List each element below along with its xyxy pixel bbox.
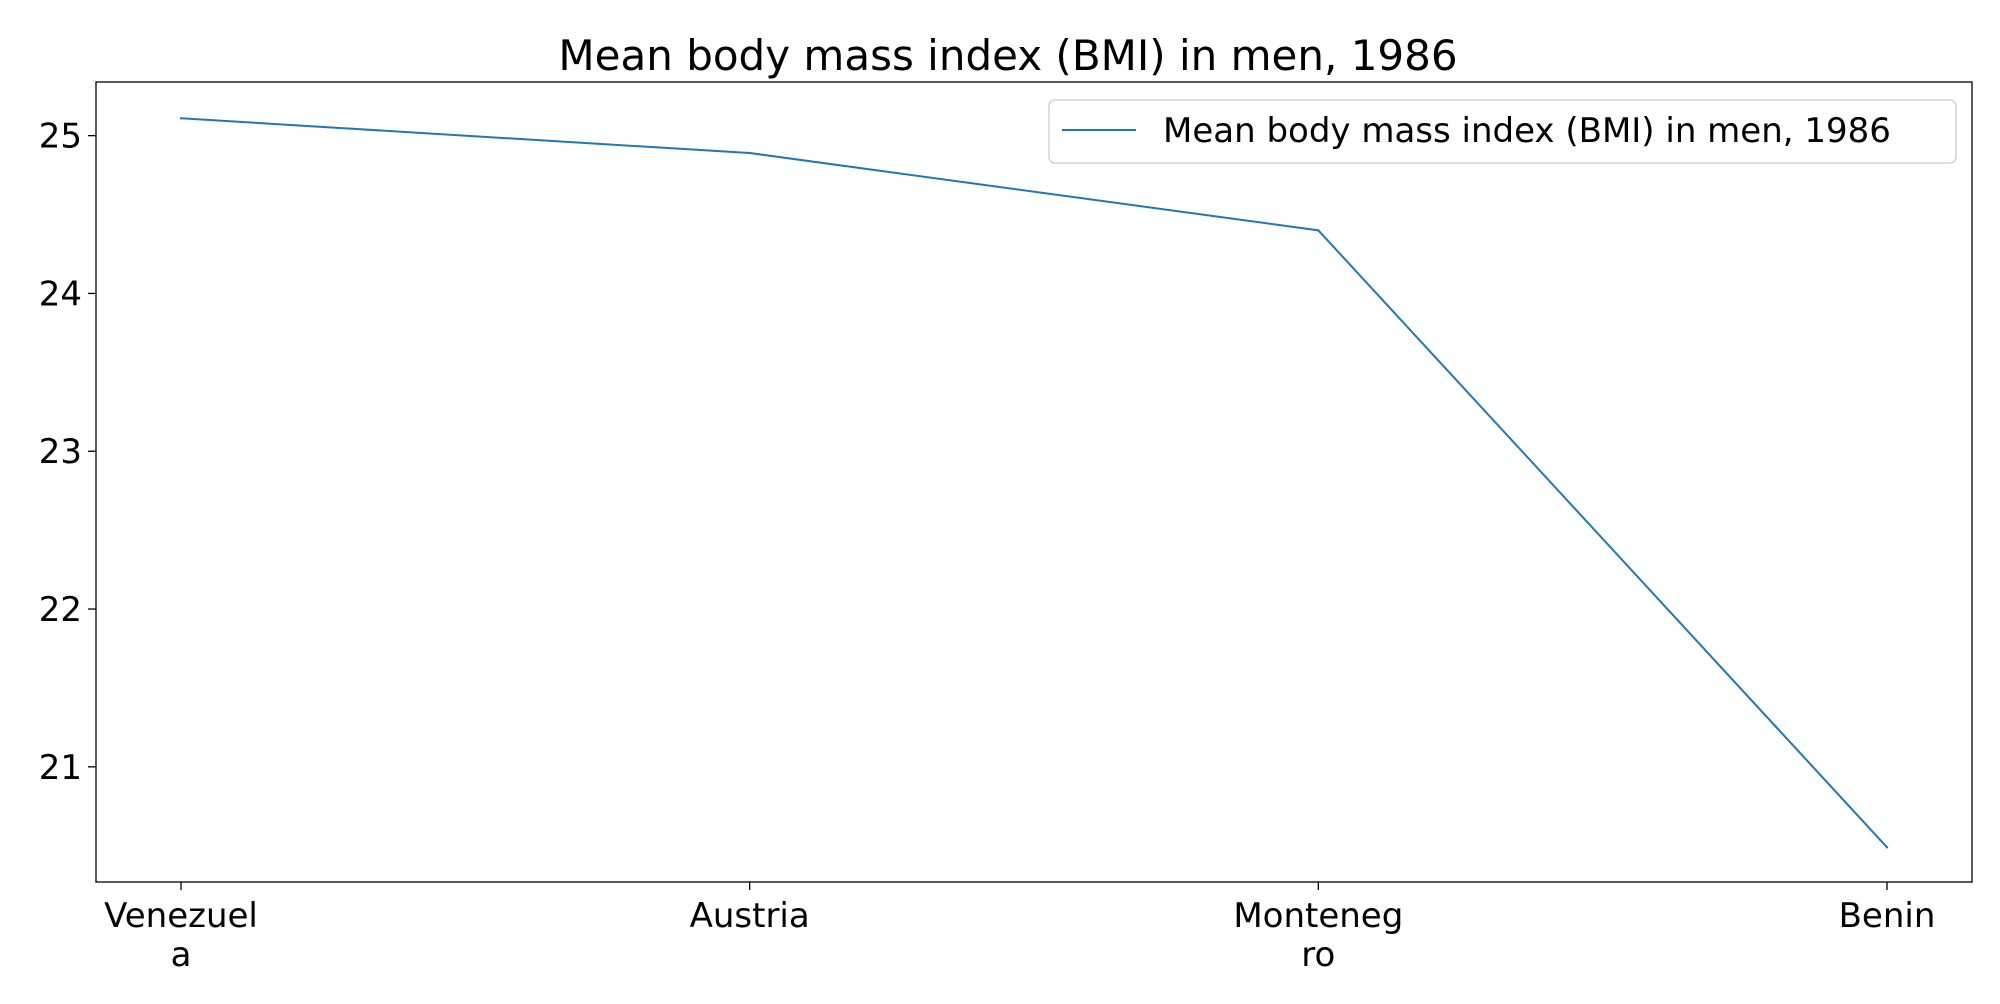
chart-title: Mean body mass index (BMI) in men, 1986 — [558, 31, 1457, 80]
legend: Mean body mass index (BMI) in men, 1986 — [1048, 99, 1957, 164]
x-tick-label: Monteneg ro — [1233, 896, 1403, 975]
data-point — [179, 117, 183, 120]
y-tick-label: 22 — [39, 590, 82, 630]
data-point — [1885, 846, 1889, 849]
y-tick-label: 24 — [39, 274, 82, 314]
data-point — [748, 151, 751, 155]
x-tick-label: Austria — [690, 896, 810, 936]
legend-label: Mean body mass index (BMI) in men, 1986 — [1163, 111, 1891, 151]
y-tick-label: 21 — [39, 748, 82, 788]
plot-frame — [95, 81, 1973, 883]
legend-box — [1048, 99, 1957, 164]
x-tick-label: Venezuel a — [104, 896, 258, 975]
y-tick-label: 23 — [39, 432, 82, 472]
data-point — [1317, 229, 1320, 232]
x-tick-label: Benin — [1839, 896, 1936, 936]
series-line — [180, 117, 1888, 848]
plot-area: 21 22 23 24 25 Venezuel a Austria Monteneg ro Beni… — [39, 81, 1973, 975]
y-tick-label: 25 — [39, 117, 82, 157]
